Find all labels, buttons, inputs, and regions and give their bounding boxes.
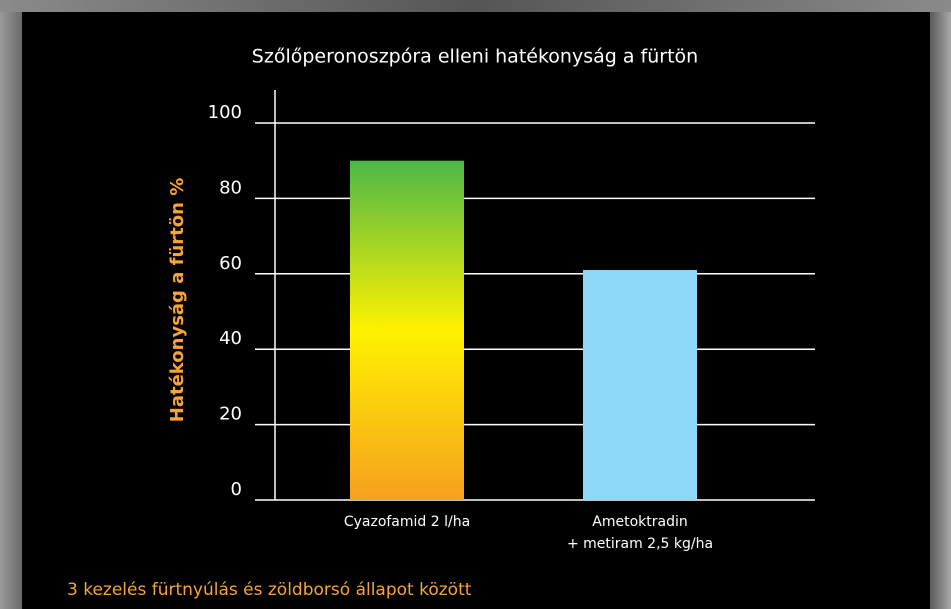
x-tick-label: Cyazofamid 2 l/ha (343, 514, 471, 530)
y-tick-label: 60 (219, 253, 242, 274)
x-tick-label: Ametoktradin + metiram 2,5 kg/ha (566, 514, 714, 552)
chart-title: Szőlőperonoszpóra elleni hatékonyság a f… (252, 46, 698, 68)
bar (583, 270, 697, 500)
y-axis-label: Hatékonyság a fürtön % (167, 178, 188, 422)
footnote: 3 kezelés fürtnyúlás és zöldborsó állapo… (67, 580, 472, 600)
bar (350, 160, 464, 500)
y-tick-label: 40 (219, 328, 242, 349)
frame (0, 0, 951, 12)
panel (22, 12, 930, 609)
y-tick-label: 0 (231, 479, 242, 500)
y-tick-label: 80 (219, 177, 242, 198)
y-tick-label: 100 (208, 102, 242, 123)
y-tick-label: 20 (219, 404, 242, 425)
